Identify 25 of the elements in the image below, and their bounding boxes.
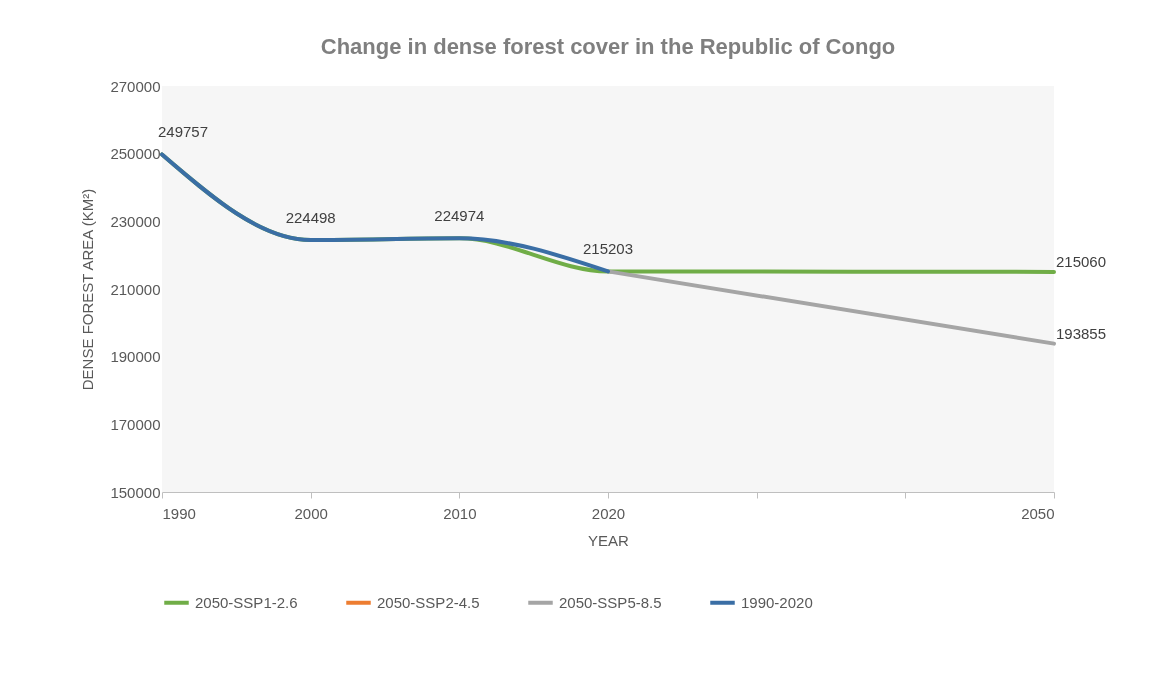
- data-label: 215060: [1056, 252, 1107, 270]
- y-tick-label: 270000: [110, 77, 161, 95]
- legend-label: 2050-SSP1-2.6: [195, 593, 298, 611]
- legend-label: 2050-SSP5-8.5: [559, 593, 662, 611]
- y-tick-label: 170000: [110, 415, 161, 433]
- x-tick-label: 2020: [591, 504, 626, 522]
- data-label: 224498: [285, 208, 336, 226]
- y-tick-label: 190000: [110, 348, 161, 366]
- y-tick-label: 210000: [110, 280, 161, 298]
- data-label: 215203: [582, 240, 634, 258]
- x-axis-title: YEAR: [588, 531, 630, 549]
- y-tick-label: 250000: [110, 145, 161, 163]
- chart-title: Change in dense forest cover in the Republic of Congo: [320, 34, 896, 59]
- data-label: 249757: [158, 123, 209, 141]
- x-tick-label: 2010: [443, 504, 477, 522]
- x-tick-label: 2000: [294, 504, 328, 522]
- x-tick-label: 1990: [162, 504, 196, 522]
- y-axis-title: DENSE FOREST AREA (KM²): [79, 188, 97, 391]
- legend-label: 1990-2020: [741, 593, 813, 611]
- x-tick-label: 2050: [1021, 504, 1055, 522]
- data-label: 193855: [1056, 324, 1107, 342]
- y-tick-label: 150000: [110, 483, 161, 501]
- y-tick-label: 230000: [110, 212, 161, 230]
- legend-label: 2050-SSP2-4.5: [377, 593, 480, 611]
- data-label: 224974: [434, 207, 485, 225]
